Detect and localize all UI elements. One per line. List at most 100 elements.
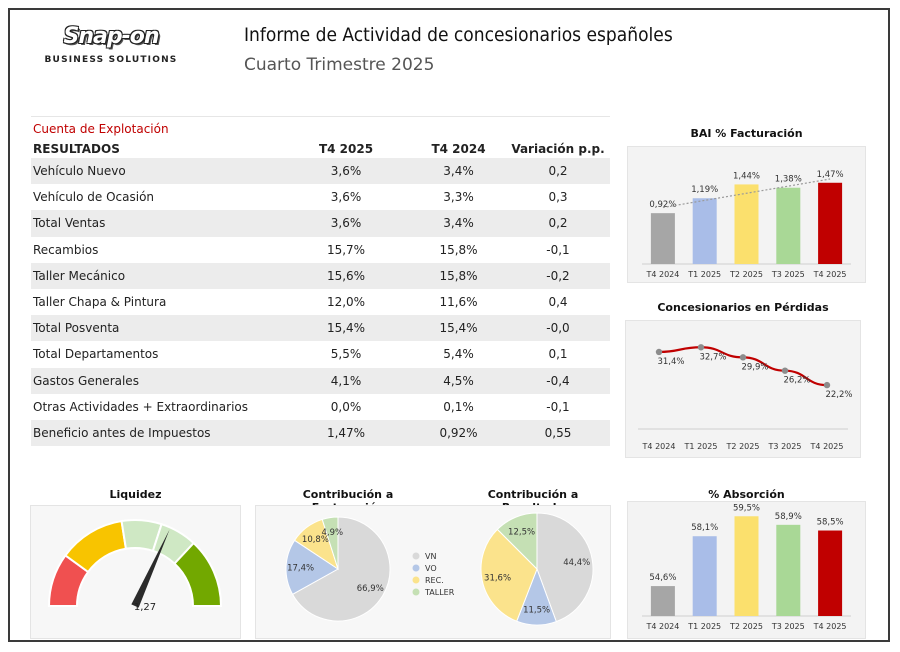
row-label: Recambios xyxy=(33,242,99,257)
contribution-pies: 66,9% 17,4% 10,8%4,9% 44,4% 11,5% 31,6% 12,5% V… xyxy=(285,512,594,626)
tick-label: T3 2025 xyxy=(771,622,805,631)
tick-label: T4 2025 xyxy=(813,270,847,279)
pie-data-label: 4,9% xyxy=(321,528,343,538)
legend-marker xyxy=(412,576,420,584)
pie-data-label: 44,4% xyxy=(563,558,590,568)
bar xyxy=(818,182,843,264)
cell-variacion: -0,0 xyxy=(546,321,570,336)
tick-label: T2 2025 xyxy=(729,622,763,631)
table-row: Recambios 15,7% 15,8% -0,1 xyxy=(31,237,610,263)
bar xyxy=(776,524,801,616)
gauge-segment xyxy=(173,541,223,607)
row-label: Total Ventas xyxy=(33,216,106,231)
data-point xyxy=(739,354,747,361)
cell-variacion: 0,55 xyxy=(544,425,572,440)
data-label: 58,1% xyxy=(691,523,718,533)
cell-t4-2025: 3,6% xyxy=(330,164,362,179)
cell-t4-2025: 3,6% xyxy=(330,190,362,205)
data-point xyxy=(781,367,789,374)
header-t4-2024: T4 2024 xyxy=(431,142,486,156)
data-point xyxy=(697,344,705,351)
cell-t4-2025: 0,0% xyxy=(330,399,362,414)
row-label: Total Posventa xyxy=(33,321,120,336)
legend-label: VN xyxy=(425,552,436,561)
data-label: 59,5% xyxy=(733,503,760,513)
cell-t4-2024: 15,4% xyxy=(439,321,478,336)
absorcion-chart-title: % Absorción xyxy=(708,488,785,501)
data-label: 22,2% xyxy=(825,390,852,400)
header-variacion: Variación p.p. xyxy=(511,142,605,156)
liquidez-gauge: 1,27 xyxy=(47,519,223,613)
data-label: 58,5% xyxy=(817,518,844,528)
row-label: Beneficio antes de Impuestos xyxy=(33,425,211,440)
legend-marker xyxy=(412,588,420,596)
data-label: 26,2% xyxy=(783,376,810,386)
liquidez-panel: 1,27 xyxy=(31,506,240,638)
data-label: 58,9% xyxy=(775,512,802,522)
data-label: 1,44% xyxy=(733,171,760,181)
data-label: 54,6% xyxy=(649,573,676,583)
cell-t4-2025: 4,1% xyxy=(330,373,362,388)
table-row: Beneficio antes de Impuestos 1,47% 0,92% 0,… xyxy=(31,419,610,447)
pie-slice xyxy=(480,528,538,622)
row-label: Vehículo de Ocasión xyxy=(33,190,155,205)
tick-label: T3 2025 xyxy=(768,442,802,451)
row-label: Vehículo Nuevo xyxy=(33,164,126,179)
bar xyxy=(650,213,675,264)
table-row: Taller Chapa & Pintura 12,0% 11,6% 0,4 xyxy=(31,289,610,315)
logo-subtitle: BUSINESS SOLUTIONS xyxy=(44,55,178,65)
row-label: Taller Chapa & Pintura xyxy=(33,295,167,310)
absorcion-chart-panel: 54,6% T4 2024 58,1% T1 2025 59,5% T2 2025 58,9… xyxy=(628,502,865,638)
snapon-logo: Snap-on BUSINESS SOLUTIONS xyxy=(40,24,182,68)
table-caption: Cuenta de Explotación xyxy=(33,122,169,136)
table-header: RESULTADOS T4 2025 T4 2024 Variación p.p… xyxy=(31,140,610,158)
bar xyxy=(692,536,717,616)
row-label: Total Departamentos xyxy=(33,347,159,362)
cell-t4-2024: 5,4% xyxy=(443,347,474,362)
pie-data-label: 11,5% xyxy=(523,605,550,615)
pie-slice xyxy=(536,512,594,623)
data-label: 0,92% xyxy=(649,200,676,210)
gauge-value-label: 1,27 xyxy=(134,602,156,613)
table-row: Taller Mecánico 15,6% 15,8% -0,2 xyxy=(31,262,610,289)
liquidez-chart-title: Liquidez xyxy=(109,488,162,501)
row-label: Taller Mecánico xyxy=(33,268,126,283)
legend-label: VO xyxy=(425,564,437,573)
cell-variacion: 0,1 xyxy=(548,347,568,362)
data-label: 31,4% xyxy=(657,357,684,367)
cell-variacion: 0,2 xyxy=(548,164,568,179)
cell-t4-2024: 4,5% xyxy=(443,373,474,388)
pie-slice xyxy=(496,512,538,571)
table-row: Total Posventa 15,4% 15,4% -0,0 xyxy=(31,315,610,342)
tick-label: T2 2025 xyxy=(729,270,763,279)
perdidas-chart: 31,4% T4 2024 32,7% T1 2025 29,9% T2 2025 26,2… xyxy=(638,344,853,451)
cell-t4-2025: 3,6% xyxy=(330,216,362,231)
cell-variacion: -0,2 xyxy=(546,268,570,283)
pies-panel: 66,9% 17,4% 10,8% 4,9% 44,4% 11,5% 31,6% 12,5% V… xyxy=(256,506,610,638)
data-point xyxy=(655,348,663,356)
tick-label: T4 2024 xyxy=(645,270,679,279)
tick-label: T4 2024 xyxy=(642,442,676,451)
legend-marker xyxy=(412,564,420,572)
table-row: Total Ventas 3,6% 3,4% 0,2 xyxy=(31,210,610,237)
table-row: Otras Actividades + Extraordinarios 0,0% 0… xyxy=(31,394,610,420)
bar xyxy=(650,586,675,616)
cell-variacion: 0,3 xyxy=(548,190,568,205)
tick-label: T4 2025 xyxy=(810,442,844,451)
cell-t4-2024: 11,6% xyxy=(439,295,478,310)
cell-variacion: 0,4 xyxy=(548,295,568,310)
cell-t4-2024: 15,8% xyxy=(439,242,478,257)
legend-label: TALLER xyxy=(424,588,455,597)
cell-t4-2025: 5,5% xyxy=(330,347,362,362)
pie-slice xyxy=(291,516,391,622)
cell-t4-2024: 3,4% xyxy=(443,164,474,179)
bar xyxy=(734,184,759,264)
legend-marker xyxy=(412,552,420,560)
pie-data-label: 17,4% xyxy=(287,564,314,574)
bar xyxy=(692,198,717,264)
cell-t4-2024: 15,8% xyxy=(439,268,478,283)
cell-t4-2024: 3,4% xyxy=(443,216,474,231)
table-row: Vehículo de Ocasión 3,6% 3,3% 0,3 xyxy=(31,184,610,210)
tick-label: T1 2025 xyxy=(687,270,721,279)
cell-t4-2024: 3,3% xyxy=(443,190,474,205)
